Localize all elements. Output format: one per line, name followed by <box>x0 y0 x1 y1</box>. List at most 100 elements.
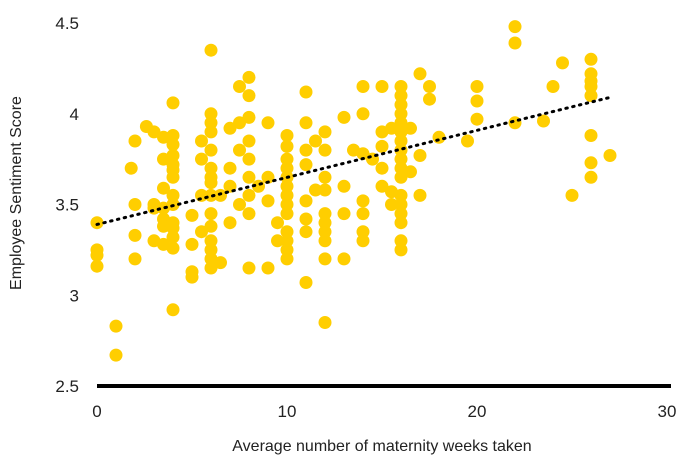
data-point <box>128 228 142 242</box>
data-point <box>394 107 408 121</box>
data-point <box>413 67 427 81</box>
data-point <box>124 161 138 175</box>
data-point <box>356 147 370 161</box>
data-point <box>204 261 218 275</box>
data-point <box>423 80 436 93</box>
data-point <box>204 43 218 57</box>
y-tick-label: 4.5 <box>55 14 79 33</box>
data-point <box>280 129 294 142</box>
data-point <box>242 207 256 221</box>
data-point <box>261 194 275 208</box>
data-point <box>356 207 370 221</box>
data-point <box>185 208 199 222</box>
data-point <box>375 139 389 153</box>
data-point <box>280 234 294 248</box>
data-point <box>413 149 427 162</box>
data-point <box>470 94 484 108</box>
data-point <box>185 270 199 284</box>
data-point <box>185 237 199 251</box>
data-point <box>280 243 294 257</box>
data-point <box>166 241 180 255</box>
data-point <box>280 225 294 239</box>
data-point <box>233 116 246 130</box>
data-point <box>318 183 332 197</box>
data-point <box>214 256 227 270</box>
data-point <box>261 261 275 275</box>
data-point <box>394 143 408 157</box>
data-point <box>204 243 218 257</box>
data-point <box>318 170 332 184</box>
data-point <box>356 225 370 239</box>
data-point <box>166 188 180 202</box>
data-point <box>242 110 256 124</box>
data-point <box>166 129 180 142</box>
data-point <box>233 143 246 157</box>
x-axis-ticks: 0 10 20 30 <box>92 402 676 421</box>
data-point <box>508 20 522 34</box>
data-point <box>413 188 427 202</box>
data-point <box>242 89 256 103</box>
data-point <box>318 316 332 329</box>
data-point <box>299 116 313 130</box>
data-point <box>404 121 417 135</box>
data-point <box>166 170 180 184</box>
data-point <box>204 116 218 130</box>
data-point <box>461 134 474 148</box>
data-point <box>109 348 123 362</box>
data-point <box>318 252 332 266</box>
data-point <box>204 188 218 202</box>
x-tick-label: 0 <box>92 402 101 421</box>
data-point <box>394 89 408 103</box>
data-point <box>280 152 294 166</box>
data-point <box>280 188 294 202</box>
data-point <box>204 143 218 157</box>
y-tick-label: 2.5 <box>55 377 79 396</box>
trendline <box>95 95 612 226</box>
data-point <box>299 276 313 289</box>
data-point <box>147 125 161 139</box>
data-point <box>223 121 237 135</box>
data-point <box>242 152 256 166</box>
y-axis-ticks: 2.5 3 3.5 4 4.5 <box>55 14 79 396</box>
data-point <box>404 165 417 179</box>
data-point <box>394 134 408 148</box>
data-point <box>546 80 560 93</box>
data-point <box>356 234 370 248</box>
data-point <box>394 234 408 248</box>
data-point <box>385 198 398 211</box>
data-point <box>394 198 408 211</box>
data-point <box>280 252 294 266</box>
data-point <box>195 225 208 239</box>
y-axis-title: Employee Sentiment Score <box>8 96 25 290</box>
data-point <box>299 194 313 208</box>
data-point <box>280 207 294 221</box>
data-point <box>242 134 256 148</box>
data-point <box>603 149 617 162</box>
data-point <box>271 216 284 230</box>
data-point <box>556 56 569 70</box>
data-point <box>204 176 218 190</box>
data-point <box>261 170 275 184</box>
data-point <box>318 125 332 139</box>
data-point <box>318 234 332 248</box>
data-point <box>394 243 408 257</box>
data-points <box>90 20 617 362</box>
data-point <box>109 319 123 333</box>
data-point <box>584 52 598 66</box>
data-point <box>356 194 370 208</box>
data-point <box>204 161 218 175</box>
data-point <box>423 92 436 106</box>
data-point <box>584 129 598 142</box>
data-point <box>195 152 208 166</box>
data-point <box>299 85 313 99</box>
data-point <box>280 179 294 193</box>
data-point <box>204 219 218 233</box>
data-point <box>280 198 294 211</box>
data-point <box>195 134 208 148</box>
data-point <box>337 110 351 124</box>
data-point <box>309 134 322 148</box>
data-point <box>90 248 104 262</box>
y-tick-label: 4 <box>70 105 79 124</box>
data-point <box>223 216 237 230</box>
x-tick-label: 20 <box>468 402 487 421</box>
